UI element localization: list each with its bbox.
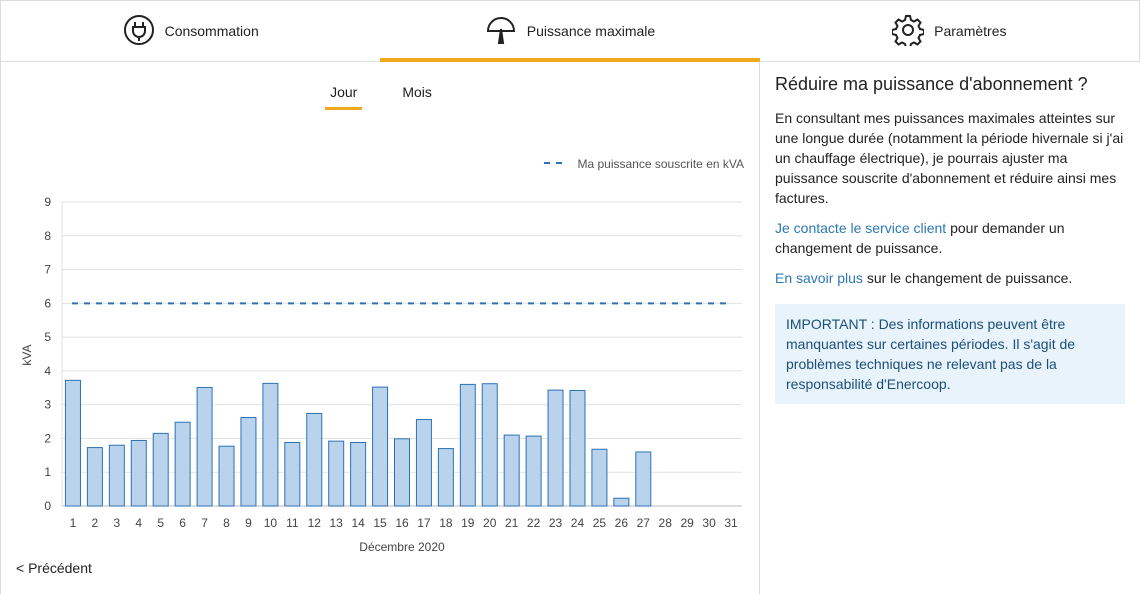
x-tick-label: 1 xyxy=(70,516,77,530)
x-tick-label: 30 xyxy=(702,516,716,530)
x-tick-label: 13 xyxy=(330,516,344,530)
y-tick-label: 6 xyxy=(44,296,51,310)
tab-parametres[interactable]: Paramètres xyxy=(760,1,1139,61)
x-tick-label: 16 xyxy=(395,516,409,530)
contact-rest: pour demander un changement de puissance… xyxy=(775,220,1065,256)
bar xyxy=(262,382,279,507)
x-tick-label: 10 xyxy=(264,516,278,530)
x-tick-label: 6 xyxy=(179,516,186,530)
subtab-mois[interactable]: Mois xyxy=(402,84,432,100)
bar xyxy=(174,421,191,507)
y-tick-label: 2 xyxy=(44,431,51,445)
bar xyxy=(613,497,630,507)
x-tick-label: 28 xyxy=(659,516,673,530)
x-tick-label: 14 xyxy=(351,516,365,530)
y-tick-label: 4 xyxy=(44,364,51,378)
x-tick-label: 27 xyxy=(637,516,651,530)
contact-paragraph: Je contacte le service client pour deman… xyxy=(775,218,1125,258)
bar xyxy=(196,386,213,507)
x-tick-label: 23 xyxy=(549,516,563,530)
bar xyxy=(328,440,345,507)
tab-puissance-label: Puissance maximale xyxy=(526,23,656,39)
x-tick-label: 9 xyxy=(245,516,252,530)
bar xyxy=(503,434,520,507)
bar xyxy=(525,435,542,507)
y-tick-label: 1 xyxy=(44,465,51,479)
y-tick-label: 5 xyxy=(44,330,51,344)
bar xyxy=(284,441,301,507)
x-tick-label: 19 xyxy=(461,516,475,530)
bar xyxy=(481,383,498,507)
tab-puissance-maximale[interactable]: Puissance maximale xyxy=(380,1,760,62)
chart-panel: Jour Mois 0 1 2 3 4 5 6 7 8 9 1 2 3 4 5 6 7 8 9 10 11 12 13 14 1… xyxy=(0,62,760,594)
contact-link[interactable]: Je contacte le service client xyxy=(775,220,947,236)
plug-icon xyxy=(123,14,155,49)
info-panel: Réduire ma puissance d'abonnement ? En c… xyxy=(775,74,1125,404)
x-tick-label: 8 xyxy=(223,516,230,530)
bar xyxy=(635,451,652,507)
y-tick-label: 7 xyxy=(44,263,51,277)
tab-consommation[interactable]: Consommation xyxy=(1,1,380,61)
x-tick-label: 12 xyxy=(308,516,322,530)
more-paragraph: En savoir plus sur le changement de puis… xyxy=(775,268,1125,288)
bar xyxy=(372,386,389,507)
bar xyxy=(86,447,103,507)
bar xyxy=(459,383,476,507)
y-tick-label: 3 xyxy=(44,398,51,412)
x-axis-label: Décembre 2020 xyxy=(359,540,445,554)
info-title: Réduire ma puissance d'abonnement ? xyxy=(775,74,1088,94)
tab-consommation-label: Consommation xyxy=(164,23,259,39)
main-tabs: Consommation Puissance maximale Paramètr… xyxy=(0,0,1140,62)
x-tick-label: 17 xyxy=(417,516,431,530)
bar xyxy=(108,444,125,507)
x-tick-label: 31 xyxy=(724,516,738,530)
bar xyxy=(350,441,367,507)
bar xyxy=(64,379,81,507)
x-tick-label: 11 xyxy=(286,516,299,530)
bar xyxy=(240,417,257,507)
x-tick-label: 2 xyxy=(92,516,99,530)
info-paragraph: En consultant mes puissances maximales a… xyxy=(775,110,1124,206)
x-tick-label: 15 xyxy=(373,516,387,530)
x-tick-label: 25 xyxy=(593,516,607,530)
gear-icon xyxy=(891,14,926,49)
tab-parametres-label: Paramètres xyxy=(934,23,1007,39)
x-tick-label: 18 xyxy=(439,516,453,530)
previous-button[interactable]: < Précédent xyxy=(16,560,92,576)
period-tabs: Jour Mois xyxy=(1,84,761,110)
bar xyxy=(218,445,235,507)
x-tick-label: 24 xyxy=(571,516,585,530)
x-tick-label: 21 xyxy=(505,516,519,530)
legend-label: Ma puissance souscrite en kVA xyxy=(577,157,744,171)
subtab-jour[interactable]: Jour xyxy=(325,84,363,110)
bar xyxy=(152,432,169,507)
x-tick-label: 5 xyxy=(157,516,164,530)
bar xyxy=(130,439,147,507)
bar xyxy=(569,389,586,507)
x-tick-label: 29 xyxy=(680,516,694,530)
x-tick-label: 22 xyxy=(527,516,541,530)
y-tick-label: 9 xyxy=(44,195,51,209)
y-tick-label: 8 xyxy=(44,229,51,243)
x-tick-label: 7 xyxy=(201,516,208,530)
bar xyxy=(547,389,564,507)
bar xyxy=(437,448,454,507)
bar xyxy=(394,438,410,507)
more-rest: sur le changement de puissance. xyxy=(862,270,1073,286)
gauge-icon xyxy=(485,14,517,49)
y-axis-label: kVA xyxy=(20,344,34,365)
x-tick-label: 3 xyxy=(113,516,120,530)
x-tick-label: 20 xyxy=(483,516,497,530)
more-link[interactable]: En savoir plus xyxy=(775,270,863,286)
bar xyxy=(306,412,323,507)
x-tick-label: 26 xyxy=(615,516,629,530)
bar xyxy=(415,419,432,507)
x-tick-label: 4 xyxy=(135,516,142,530)
important-notice: IMPORTANT : Des informations peuvent êtr… xyxy=(775,304,1125,404)
y-tick-label: 0 xyxy=(44,499,51,513)
bar xyxy=(591,448,608,507)
